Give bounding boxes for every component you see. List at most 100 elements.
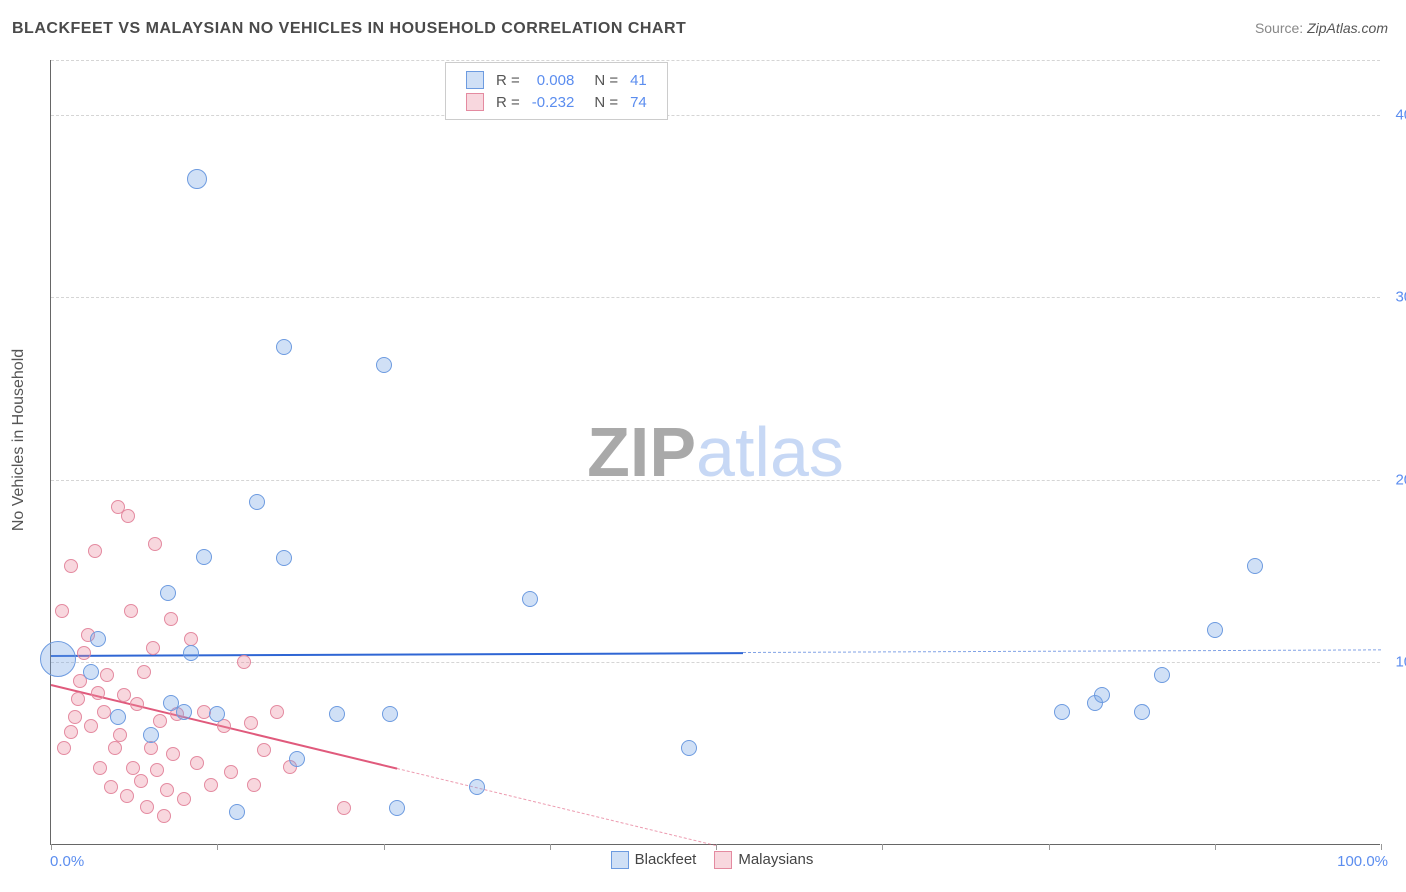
data-point [681,740,697,756]
legend-label: Malaysians [738,851,813,868]
data-point [134,774,148,788]
data-point [121,509,135,523]
data-point [64,559,78,573]
y-tick-label: 40.0% [1395,106,1406,123]
y-tick-label: 20.0% [1395,471,1406,488]
data-point [176,704,192,720]
regression-line-dashed [397,768,716,846]
x-tick [217,844,218,850]
data-point [217,719,231,733]
data-point [55,604,69,618]
data-point [130,697,144,711]
data-point [90,631,106,647]
legend-swatch [466,93,484,111]
legend-row: R =-0.232N =74 [460,91,653,113]
x-tick [1215,844,1216,850]
data-point [1134,704,1150,720]
data-point [229,804,245,820]
data-point [469,779,485,795]
data-point [77,646,91,660]
gridline [51,60,1380,61]
data-point [84,719,98,733]
legend-r-value: -0.232 [526,91,581,113]
legend-r-label: R = [490,69,526,91]
data-point [100,668,114,682]
data-point [257,743,271,757]
data-point [124,604,138,618]
data-point [120,789,134,803]
y-axis-label: No Vehicles in Household [10,349,28,531]
legend-r-label: R = [490,91,526,113]
data-point [204,778,218,792]
data-point [153,714,167,728]
x-tick [550,844,551,850]
data-point [140,800,154,814]
x-tick [384,844,385,850]
data-point [187,169,207,189]
gridline [51,297,1380,298]
data-point [68,710,82,724]
data-point [117,688,131,702]
data-point [190,756,204,770]
legend-swatch [714,851,732,869]
legend-n-value: 41 [624,69,653,91]
data-point [329,706,345,722]
gridline [51,480,1380,481]
data-point [196,549,212,565]
data-point [148,537,162,551]
data-point [83,664,99,680]
source-label: Source: ZipAtlas.com [1255,20,1388,36]
data-point [71,692,85,706]
data-point [57,741,71,755]
legend-row: R =0.008N =41 [460,69,653,91]
data-point [126,761,140,775]
legend-n-label: N = [580,91,624,113]
data-point [160,585,176,601]
data-point [224,765,238,779]
scatter-plot: ZIPatlas 10.0%20.0%30.0%40.0% [50,60,1380,845]
correlation-table: R =0.008N =41R =-0.232N =74 [460,69,653,113]
series-legend: Blackfeet Malaysians [0,851,1406,869]
data-point [91,686,105,700]
data-point [1094,687,1110,703]
y-tick-label: 10.0% [1395,654,1406,671]
data-point [64,725,78,739]
data-point [276,339,292,355]
data-point [289,751,305,767]
regression-line-dashed [743,650,1381,654]
data-point [209,706,225,722]
y-tick-label: 30.0% [1395,289,1406,306]
data-point [157,809,171,823]
gridline [51,115,1380,116]
legend-label: Blackfeet [635,851,697,868]
legend-swatch [466,71,484,89]
x-tick [1381,844,1382,850]
legend-r-value: 0.008 [526,69,581,91]
data-point [166,747,180,761]
data-point [143,727,159,743]
data-point [270,705,284,719]
data-point [164,612,178,626]
data-point [1054,704,1070,720]
data-point [104,780,118,794]
x-tick [1049,844,1050,850]
x-tick [51,844,52,850]
data-point [244,716,258,730]
data-point [337,801,351,815]
data-point [177,792,191,806]
data-point [160,783,174,797]
x-tick [882,844,883,850]
data-point [137,665,151,679]
data-point [247,778,261,792]
data-point [237,655,251,669]
data-point [110,709,126,725]
legend-n-label: N = [580,69,624,91]
data-point [276,550,292,566]
data-point [113,728,127,742]
data-point [382,706,398,722]
data-point [376,357,392,373]
data-point [1207,622,1223,638]
data-point [522,591,538,607]
data-point [108,741,122,755]
source-name: ZipAtlas.com [1307,20,1388,36]
